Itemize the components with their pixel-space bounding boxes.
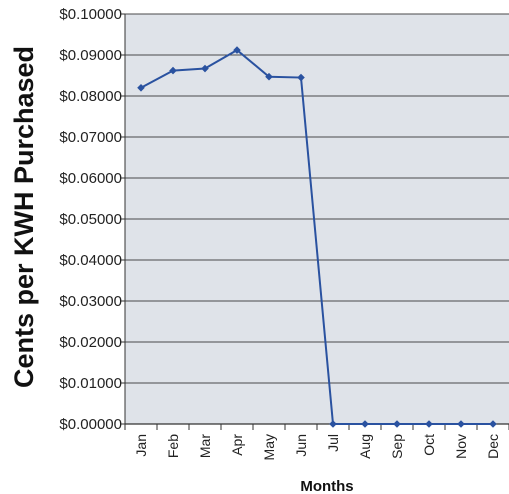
gridlines <box>125 13 509 425</box>
y-tick-label: $0.00000 <box>59 416 122 433</box>
data-point <box>201 64 209 73</box>
x-tick-label: Jan <box>133 434 149 457</box>
y-tick-label: $0.04000 <box>59 252 122 269</box>
data-point <box>425 420 433 428</box>
x-axis-label: Months <box>300 478 353 494</box>
data-point <box>393 420 401 428</box>
data-point <box>233 46 241 54</box>
y-tick-label: $0.06000 <box>59 170 122 187</box>
data-point <box>169 66 177 75</box>
y-tick-label: $0.08000 <box>59 88 122 105</box>
data-point <box>361 420 369 428</box>
x-tick-label: Mar <box>197 434 213 458</box>
data-series <box>137 46 497 428</box>
x-tick-label: Dec <box>485 434 501 459</box>
y-tick-label: $0.09000 <box>59 47 122 64</box>
x-tick-label: Aug <box>357 434 373 459</box>
y-tick-label: $0.03000 <box>59 293 122 310</box>
x-tick-label: Sep <box>389 434 405 459</box>
data-point <box>457 420 465 428</box>
data-point <box>265 72 273 81</box>
y-tick-label: $0.07000 <box>59 129 122 146</box>
y-tick-label: $0.01000 <box>59 375 122 392</box>
x-tick-label: Jun <box>293 434 309 457</box>
x-tick-label: Oct <box>421 434 437 456</box>
x-tick-label: Feb <box>165 434 181 458</box>
x-axis-ticks: Jan Feb Mar Apr May Jun Jul Aug Sep Oct Nov Dec <box>124 424 509 460</box>
data-point <box>329 420 337 428</box>
x-tick-label: Apr <box>229 434 245 456</box>
data-point <box>297 73 305 82</box>
y-tick-label: $0.02000 <box>59 334 122 351</box>
x-tick-label: Jul <box>325 434 341 452</box>
y-axis-label: Cents per KWH Purchased <box>9 46 39 388</box>
x-tick-label: May <box>261 434 277 460</box>
y-tick-label: $0.05000 <box>59 211 122 228</box>
y-tick-label: $0.10000 <box>59 6 122 23</box>
data-point <box>137 84 145 92</box>
series-line <box>140 48 493 425</box>
x-tick-label: Nov <box>453 434 469 459</box>
data-point <box>489 420 497 428</box>
